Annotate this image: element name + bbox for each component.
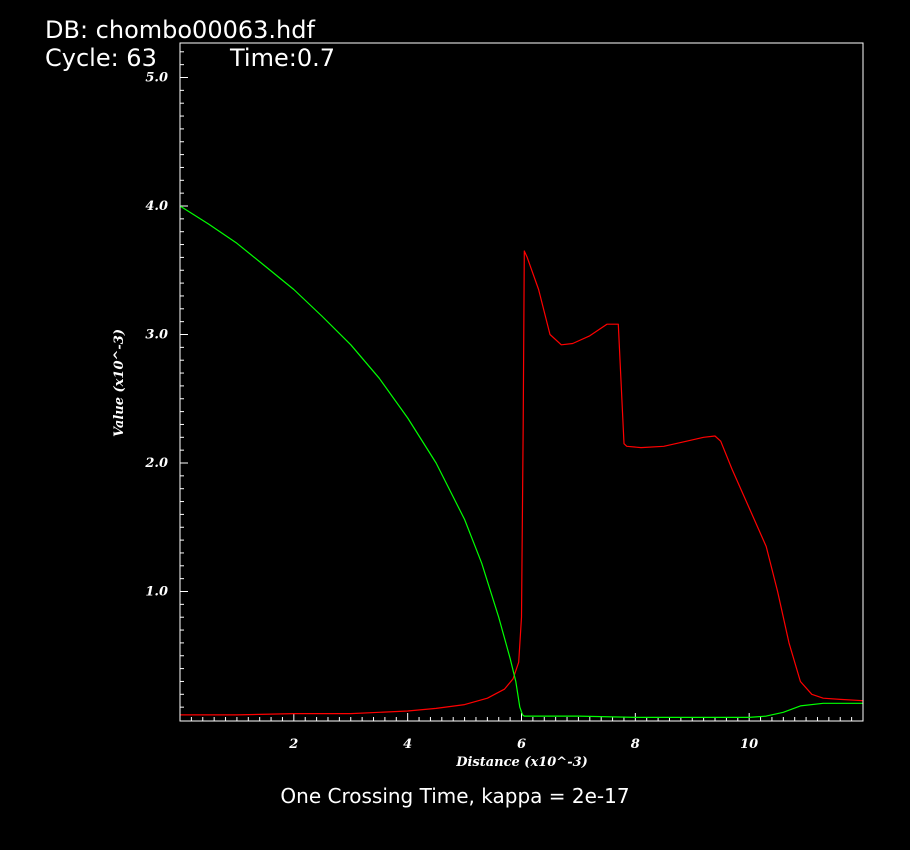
axis-ticks — [180, 51, 853, 721]
series-line-1 — [180, 250, 864, 716]
x-tick-label: 2 — [288, 737, 298, 752]
series-lines — [179, 205, 864, 719]
tick-labels: 2 4 6 8 10 1.0 2.0 3.0 4.0 5.0 — [144, 71, 758, 753]
plot-caption: One Crossing Time, kappa = 2e-17 — [280, 784, 630, 808]
y-axis-title: Value (x10^-3) — [112, 329, 127, 437]
y-tick-label: 5.0 — [145, 71, 168, 86]
y-tick-label: 2.0 — [144, 456, 168, 471]
series-line-2 — [179, 205, 863, 719]
x-tick-label: 10 — [740, 737, 758, 752]
time-label: Time:0.7 — [230, 44, 335, 72]
y-tick-label: 4.0 — [145, 199, 168, 214]
x-tick-label: 4 — [403, 737, 412, 752]
x-axis-title: Distance (x10^-3) — [455, 755, 588, 770]
x-tick-label: 6 — [517, 737, 526, 752]
y-tick-label: 1.0 — [145, 585, 168, 600]
cycle-label: Cycle: 63 — [45, 44, 157, 72]
y-tick-label: 3.0 — [145, 328, 168, 343]
plot-frame — [179, 42, 864, 722]
x-tick-label: 8 — [631, 737, 640, 752]
database-label: DB: chombo00063.hdf — [45, 16, 315, 44]
